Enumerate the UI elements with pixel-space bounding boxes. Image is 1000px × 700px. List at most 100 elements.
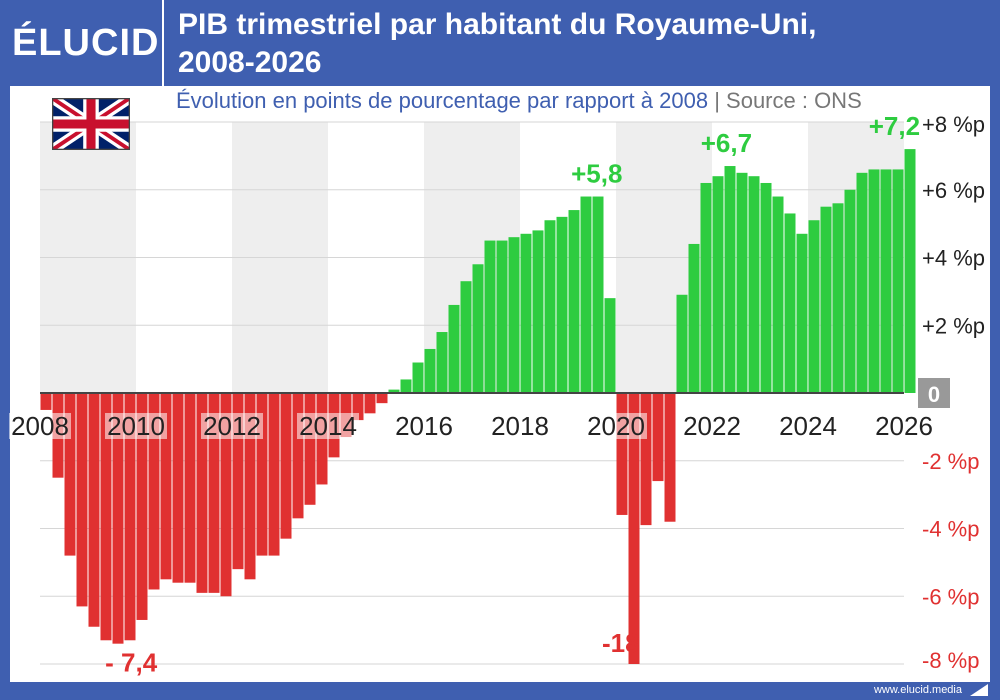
bar — [196, 393, 208, 593]
x-tick-label-bg — [585, 413, 647, 439]
y-tick-label: -6 %p — [922, 584, 979, 609]
x-tick-label-bg — [9, 413, 71, 439]
bar — [880, 169, 892, 393]
bar — [556, 216, 568, 393]
bar — [844, 189, 856, 393]
bar — [400, 379, 412, 393]
bar — [820, 206, 832, 393]
x-tick-label-bg — [777, 413, 839, 439]
bar — [532, 230, 544, 393]
bar — [688, 243, 700, 393]
bar — [760, 182, 772, 393]
data-label: - 7,4 — [105, 648, 158, 678]
y-tick-label: +8 %p — [922, 112, 985, 137]
bar — [280, 393, 292, 539]
brand-logo[interactable]: ÉLUCID — [12, 22, 160, 64]
chart-title-line2: 2008-2026 — [178, 46, 322, 79]
bar — [232, 393, 244, 570]
bar — [100, 393, 112, 641]
bar — [496, 240, 508, 393]
brand-mark-icon — [970, 684, 988, 696]
bar — [436, 332, 448, 393]
bar — [748, 176, 760, 393]
x-tick-label: 2012 — [203, 411, 261, 441]
bar — [604, 298, 616, 393]
bar — [172, 393, 184, 583]
bar — [424, 348, 436, 393]
bar — [124, 393, 136, 641]
y-tick-label: -2 %p — [922, 449, 979, 474]
footer-site[interactable]: www.elucid.media — [873, 684, 962, 696]
bar — [352, 393, 364, 421]
zero-label-box — [918, 378, 950, 408]
bar — [256, 393, 268, 556]
x-tick-label: 2022 — [683, 411, 741, 441]
subtitle-separator: | — [714, 88, 720, 113]
bar — [304, 393, 316, 505]
x-tick-label-bg — [873, 413, 935, 439]
bar — [64, 393, 76, 556]
bar — [412, 362, 424, 393]
bar — [112, 393, 124, 644]
bar — [892, 169, 904, 393]
y-tick-label: +6 %p — [922, 178, 985, 203]
bar — [676, 294, 688, 393]
bar — [724, 166, 736, 393]
y-tick-label: +4 %p — [922, 246, 985, 271]
x-tick-label: 2008 — [11, 411, 69, 441]
x-tick-label-bg — [489, 413, 551, 439]
bar — [484, 240, 496, 393]
source-label: Source : ONS — [726, 88, 862, 113]
bar — [736, 172, 748, 393]
x-tick-label: 2020 — [587, 411, 645, 441]
bar — [628, 393, 640, 664]
bar — [784, 213, 796, 393]
x-tick-label: 2010 — [107, 411, 165, 441]
x-tick-label: 2024 — [779, 411, 837, 441]
bar — [460, 281, 472, 393]
x-tick-label: 2018 — [491, 411, 549, 441]
header: ÉLUCID PIB trimestriel par habitant du R… — [0, 0, 1000, 86]
x-tick-label-bg — [105, 413, 167, 439]
chart-title-line1: PIB trimestriel par habitant du Royaume-… — [178, 8, 817, 41]
data-label: +6,7 — [701, 128, 752, 158]
bar — [208, 393, 220, 593]
bar — [856, 172, 868, 393]
bar — [808, 220, 820, 393]
bar — [448, 304, 460, 393]
bar — [292, 393, 304, 519]
bar — [904, 149, 916, 393]
x-tick-label-bg — [297, 413, 359, 439]
chart-title: PIB trimestriel par habitant du Royaume-… — [178, 6, 988, 82]
bar — [184, 393, 196, 583]
bar — [832, 203, 844, 393]
x-tick-label: 2014 — [299, 411, 357, 441]
bar — [268, 393, 280, 556]
bar — [772, 196, 784, 393]
bar — [244, 393, 256, 580]
bar — [76, 393, 88, 607]
bar — [664, 393, 676, 522]
bar — [796, 233, 808, 393]
bar — [160, 393, 172, 580]
x-tick-label-bg — [201, 413, 263, 439]
bar — [544, 220, 556, 393]
bar — [568, 210, 580, 393]
bar — [148, 393, 160, 590]
bar — [712, 176, 724, 393]
data-label: +7,2 — [869, 111, 920, 141]
y-tick-label: +2 %p — [922, 313, 985, 338]
bar — [40, 393, 52, 410]
subtitle-text: Évolution en points de pourcentage par r… — [176, 88, 709, 113]
x-tick-label-bg — [393, 413, 455, 439]
bar — [376, 393, 388, 404]
bar — [136, 393, 148, 620]
bar — [472, 264, 484, 393]
bar — [364, 393, 376, 414]
bar — [592, 196, 604, 393]
bar — [652, 393, 664, 482]
bar — [508, 237, 520, 393]
data-label: +5,8 — [571, 159, 622, 189]
